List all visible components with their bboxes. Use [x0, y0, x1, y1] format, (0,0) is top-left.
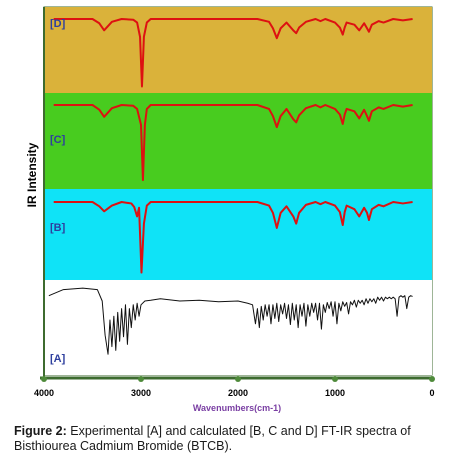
- panel-label: [C]: [50, 134, 66, 146]
- spectrum-line: [53, 18, 413, 88]
- panel-background: [44, 189, 432, 280]
- spectrum-line: [53, 104, 413, 182]
- panel-background: [44, 93, 432, 189]
- x-tick-marker: [429, 376, 435, 382]
- y-axis-title: IR Intensity: [25, 142, 39, 207]
- x-tick-label: 2000: [228, 388, 248, 398]
- x-tick-marker: [41, 376, 47, 382]
- panel-b: [B]: [44, 189, 432, 280]
- x-tick-label: 0: [429, 388, 434, 398]
- x-tick-label: 3000: [131, 388, 151, 398]
- x-tick-label: 4000: [34, 388, 54, 398]
- panel-a: [A]: [44, 280, 432, 375]
- spectrum-line: [48, 287, 413, 355]
- panel-label: [A]: [50, 353, 66, 365]
- panel-d: [D]: [44, 7, 432, 93]
- panel-label: [B]: [50, 222, 66, 234]
- figure-caption: Figure 2: Experimental [A] and calculate…: [14, 424, 446, 454]
- panel-background: [44, 7, 432, 93]
- x-axis: 4000 3000 2000 1000 0: [34, 376, 435, 398]
- x-tick-marker: [332, 376, 338, 382]
- caption-label: Figure 2:: [14, 424, 67, 438]
- x-tick-marker: [138, 376, 144, 382]
- x-axis-title: Wavenumbers(cm-1): [193, 403, 281, 413]
- x-tick-marker: [235, 376, 241, 382]
- spectrum-line: [53, 201, 413, 274]
- caption-text: Experimental [A] and calculated [B, C an…: [14, 424, 411, 453]
- panel-label: [D]: [50, 18, 66, 30]
- panel-background: [44, 280, 432, 375]
- panel-c: [C]: [44, 93, 432, 189]
- x-tick-label: 1000: [325, 388, 345, 398]
- spectra-panels: [D] [C] [B] [A]: [43, 6, 433, 378]
